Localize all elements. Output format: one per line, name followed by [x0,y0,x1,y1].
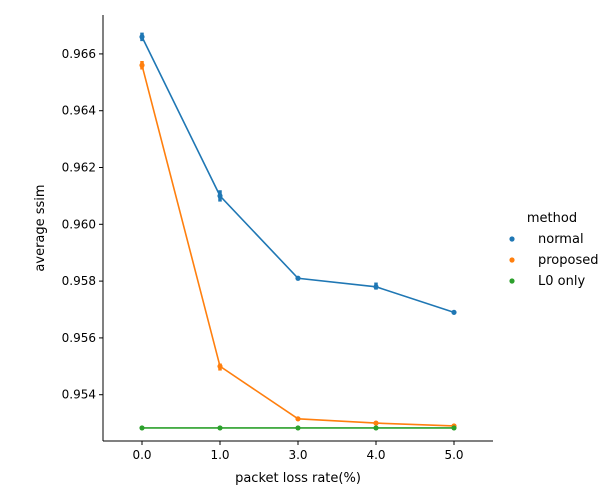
series-line-normal [141,36,455,314]
data-point [217,193,223,199]
x-tick-label: 3.0 [288,448,307,462]
y-tick-label: 0.964 [62,104,96,118]
data-point [139,425,145,431]
x-tick-label: 5.0 [444,448,463,462]
data-point [451,309,457,315]
data-point [373,420,379,426]
data-point [139,62,145,68]
y-tick-label: 0.956 [62,331,96,345]
x-tick-label: 0.0 [132,448,151,462]
data-point [451,425,457,431]
y-tick-label: 0.962 [62,161,96,175]
legend-marker-proposed [509,257,515,263]
legend-label-proposed: proposed [538,253,599,268]
data-point [295,425,301,431]
data-point [295,416,301,422]
legend-label-l0-only: L0 only [538,274,585,289]
x-axis-label: packet loss rate(%) [235,471,361,486]
legend-marker-l0-only [509,278,515,284]
series-line-proposed [141,65,455,427]
series-l0-only [139,425,457,431]
data-point [373,284,379,290]
y-tick-label: 0.958 [62,274,96,288]
legend-marker-normal [509,236,515,242]
legend-title: method [527,211,577,226]
data-point [217,363,223,369]
y-tick-label: 0.954 [62,388,96,402]
chart-marks [139,32,457,431]
series-normal [139,32,457,315]
data-point [373,425,379,431]
data-point [217,425,223,431]
y-tick-label: 0.960 [62,217,96,231]
legend: method normal proposed L0 only [509,211,599,289]
y-axis-label: average ssim [33,184,48,271]
axes: 0.954 0.956 0.958 0.960 0.962 0.964 0.966 0.0 1.… [62,15,493,462]
x-tick-label: 4.0 [366,448,385,462]
legend-label-normal: normal [538,232,584,247]
data-point [139,34,145,40]
data-point [295,275,301,281]
x-tick-label: 1.0 [210,448,229,462]
y-tick-label: 0.966 [62,47,96,61]
series-proposed [139,61,457,429]
